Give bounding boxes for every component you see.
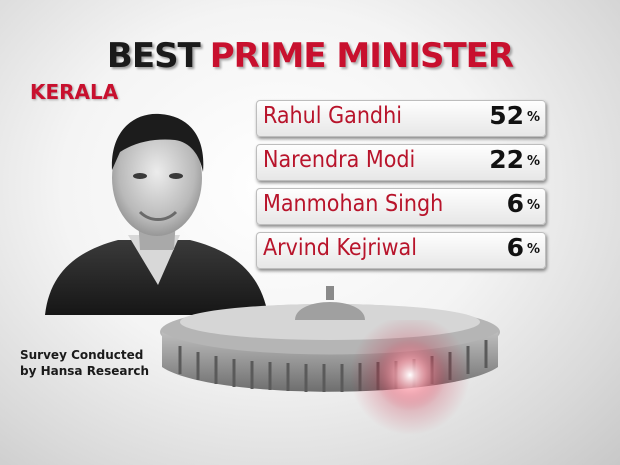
title-prime-minister: PRIME MINISTER [209, 36, 514, 76]
candidate-name: Manmohan Singh [263, 191, 444, 217]
source-line-2: by Hansa Research [20, 364, 150, 378]
percent-unit: % [526, 154, 540, 169]
candidate-value: 6 [506, 189, 524, 218]
bar-row: Rahul Gandhi 52 % [256, 100, 546, 137]
title-best: BEST [106, 36, 201, 76]
results-bars: Rahul Gandhi 52 % Narendra Modi 22 % Man… [256, 100, 546, 276]
percent-unit: % [526, 110, 540, 125]
bar-row: Arvind Kejriwal 6 % [256, 232, 546, 269]
candidate-name: Narendra Modi [263, 147, 416, 173]
lens-flare-graphic [350, 320, 470, 435]
chart-title: BEST PRIME MINISTER [0, 36, 620, 76]
candidate-value: 52 [489, 101, 524, 130]
percent-unit: % [526, 242, 540, 257]
candidate-value: 6 [506, 233, 524, 262]
candidate-name: Arvind Kejriwal [263, 235, 417, 261]
region-label: KERALA [30, 80, 119, 104]
percent-unit: % [526, 198, 540, 213]
candidate-value: 22 [489, 145, 524, 174]
candidate-photo [45, 113, 268, 315]
bar-row: Manmohan Singh 6 % [256, 188, 546, 225]
source-line-1: Survey Conducted [20, 348, 144, 362]
candidate-name: Rahul Gandhi [263, 103, 402, 129]
survey-source: Survey Conducted by Hansa Research [20, 347, 149, 379]
bar-row: Narendra Modi 22 % [256, 144, 546, 181]
